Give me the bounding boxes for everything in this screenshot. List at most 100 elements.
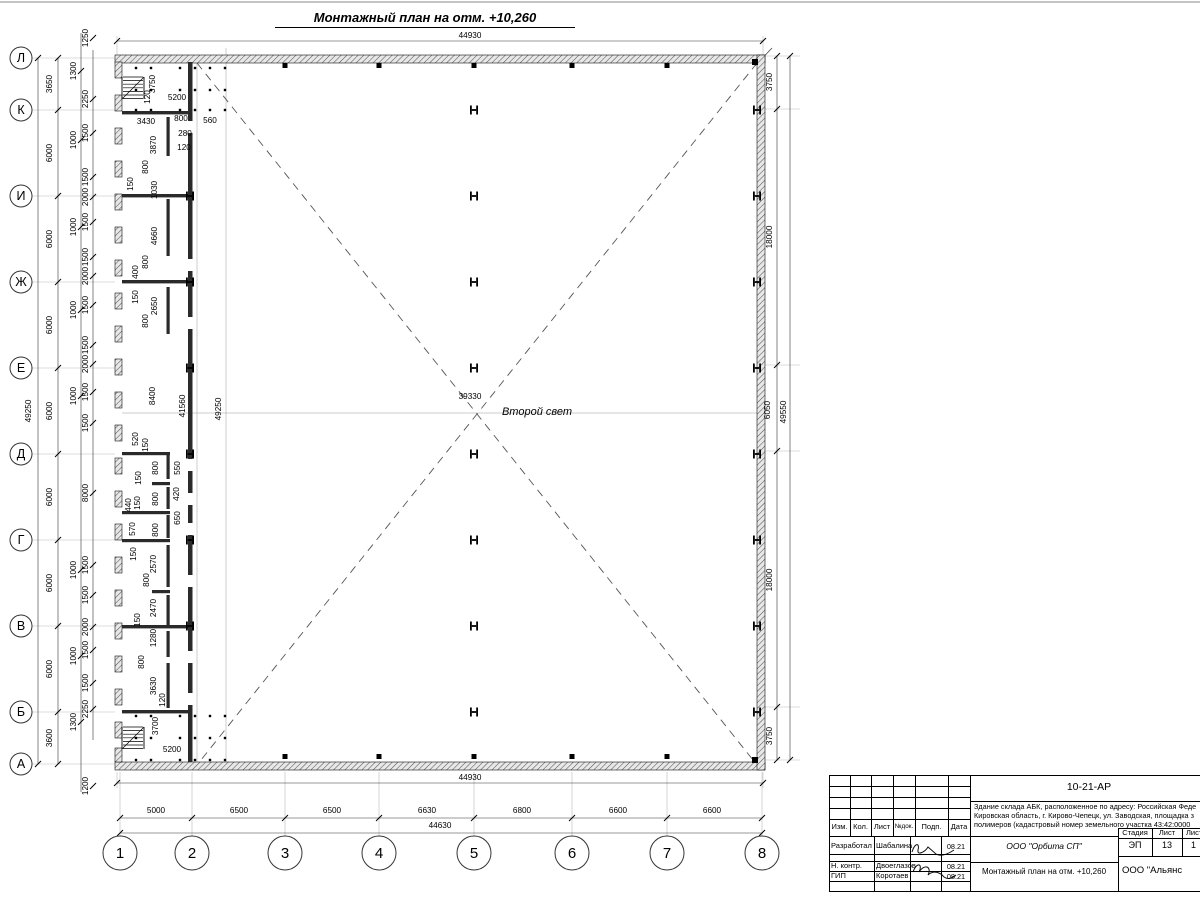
steel-column-icon bbox=[753, 707, 755, 717]
axis-col-label: 1 bbox=[116, 845, 124, 862]
dim-tick bbox=[77, 392, 85, 400]
column-dot bbox=[208, 88, 212, 92]
inner-wall bbox=[188, 705, 193, 762]
role-gip: ГИП bbox=[831, 871, 846, 880]
steel-column-icon bbox=[476, 105, 478, 115]
dim-label: 1500 bbox=[81, 640, 90, 659]
axis-row-label: Е bbox=[17, 361, 25, 375]
stairs-icon bbox=[121, 726, 145, 750]
axis-row-label: К bbox=[17, 103, 25, 117]
axis-row-label: Д bbox=[17, 447, 26, 461]
steel-column-icon bbox=[759, 277, 761, 287]
sheets-total: 1 bbox=[1191, 840, 1197, 850]
dim-tick bbox=[758, 814, 766, 822]
dim-tick bbox=[89, 129, 97, 137]
dim-label: 2470 bbox=[149, 598, 158, 617]
dim-label: 49250 bbox=[24, 399, 33, 422]
axis-col-bubble bbox=[554, 835, 590, 871]
dim-label: 41560 bbox=[178, 394, 187, 417]
column-dot bbox=[193, 66, 197, 70]
title-block-line bbox=[948, 775, 949, 836]
dim-label: 6800 bbox=[513, 806, 532, 815]
column-marker bbox=[376, 754, 382, 759]
dim-label: 800 bbox=[137, 655, 146, 669]
dim-tick bbox=[54, 192, 62, 200]
inner-wall bbox=[188, 505, 193, 523]
dim-label: 150 bbox=[129, 547, 138, 561]
dim-label: 1500 bbox=[81, 585, 90, 604]
outer-wall-bottom bbox=[114, 761, 766, 771]
outer-wall-left-segment bbox=[114, 457, 123, 475]
dim-label: 1030 bbox=[150, 180, 159, 199]
column-dot bbox=[134, 758, 138, 762]
dim-label: 1000 bbox=[69, 300, 78, 319]
inner-wall bbox=[188, 329, 193, 459]
steel-column-icon bbox=[186, 449, 188, 459]
steel-column-icon bbox=[471, 625, 477, 627]
dim-tick bbox=[758, 829, 766, 837]
dim-label: 6500 bbox=[230, 806, 249, 815]
dim-label: 6050 bbox=[763, 400, 772, 419]
dim-label: 520 bbox=[131, 432, 140, 446]
void-label: Второй свет bbox=[502, 406, 572, 418]
dim-label: 1000 bbox=[69, 560, 78, 579]
dim-label: 440 bbox=[124, 498, 133, 512]
dim-label: 1500 bbox=[81, 413, 90, 432]
rev-header-list: Лист bbox=[873, 822, 891, 831]
column-marker bbox=[282, 63, 288, 68]
title-block-line bbox=[1152, 828, 1153, 856]
dim-label: 2000 bbox=[81, 266, 90, 285]
date-gip: 08.21 bbox=[946, 872, 966, 881]
column-dot bbox=[134, 66, 138, 70]
dim-label: 150 bbox=[134, 471, 143, 485]
dim-tick bbox=[89, 272, 97, 280]
title-block-line bbox=[1118, 856, 1200, 857]
steel-column-icon bbox=[187, 367, 193, 369]
dim-label: 6000 bbox=[45, 659, 54, 678]
inner-wall bbox=[188, 271, 193, 317]
dim-tick bbox=[568, 814, 576, 822]
axis-col-bubble bbox=[456, 835, 492, 871]
dim-label: 650 bbox=[173, 511, 182, 525]
dim-label: 150 bbox=[126, 177, 135, 191]
axis-row-label: А bbox=[17, 757, 26, 771]
outer-wall-left-segment bbox=[114, 160, 123, 178]
steel-column-icon bbox=[754, 539, 760, 541]
dim-label: 1000 bbox=[69, 217, 78, 236]
dim-tick bbox=[773, 105, 781, 113]
column-marker bbox=[282, 754, 288, 759]
column-dot bbox=[134, 714, 138, 718]
name-ncontr: Двоеглазов bbox=[876, 861, 916, 870]
column-marker bbox=[752, 59, 758, 65]
design-company: ООО "Орбита СП" bbox=[1006, 841, 1082, 851]
title-block-line bbox=[970, 801, 1200, 802]
dim-label: 1000 bbox=[69, 646, 78, 665]
column-marker bbox=[752, 757, 758, 763]
axis-col-label: 2 bbox=[188, 845, 196, 862]
column-dot bbox=[208, 108, 212, 112]
axis-col-label: 7 bbox=[663, 845, 671, 862]
dim-label: 6600 bbox=[609, 806, 628, 815]
dim-label: 3600 bbox=[45, 728, 54, 747]
dim-label: 2250 bbox=[81, 89, 90, 108]
dim-label: 1500 bbox=[81, 295, 90, 314]
dim-label: 570 bbox=[128, 522, 137, 536]
steel-column-icon bbox=[471, 367, 477, 369]
outer-wall-left-segment bbox=[114, 747, 123, 763]
dim-label: 3650 bbox=[45, 74, 54, 93]
steel-column-icon bbox=[186, 621, 188, 631]
stage-label: Стадия bbox=[1122, 828, 1148, 837]
steel-column-icon bbox=[759, 191, 761, 201]
inner-wall bbox=[188, 471, 193, 493]
dim-label: 150 bbox=[133, 613, 142, 627]
partition-wall bbox=[122, 280, 192, 284]
dim-label: 6000 bbox=[45, 573, 54, 592]
inner-wall bbox=[188, 663, 193, 693]
column-dot bbox=[208, 736, 212, 740]
column-dot bbox=[149, 88, 153, 92]
axis-col-label: 5 bbox=[470, 845, 478, 862]
dim-label: 420 bbox=[172, 487, 181, 501]
steel-column-icon bbox=[470, 277, 472, 287]
steel-column-icon bbox=[754, 367, 760, 369]
